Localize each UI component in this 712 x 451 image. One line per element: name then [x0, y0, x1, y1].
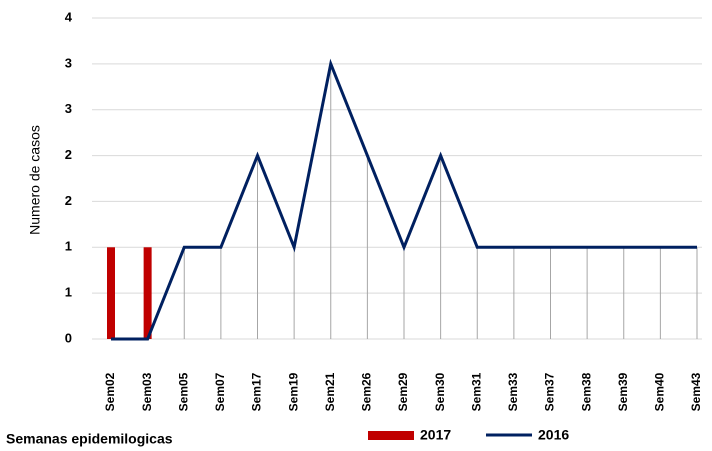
x-tick-label: Sem05	[176, 372, 190, 411]
line	[111, 58, 697, 341]
x-tick-label: Sem38	[579, 372, 593, 411]
y-tick-label: 1	[65, 239, 72, 254]
x-tick-label: Sem02	[103, 372, 117, 411]
x-tick-label: Sem07	[213, 372, 227, 411]
x-tick-label: Sem30	[433, 372, 447, 411]
legend-swatch	[368, 431, 414, 440]
y-tick-label: 4	[65, 9, 73, 24]
x-tick-label: Sem26	[360, 372, 374, 411]
x-tick-label: Sem31	[469, 372, 483, 411]
bar	[143, 247, 152, 339]
x-tick-label: Sem37	[543, 372, 557, 411]
y-tick-label: 2	[65, 193, 72, 208]
y-tick-label: 0	[65, 330, 72, 345]
bar	[107, 247, 115, 339]
y-tick-label: 1	[65, 285, 72, 300]
legend-label: 2016	[538, 427, 569, 443]
x-tick-label: Sem40	[653, 372, 667, 411]
x-axis-label: Semanas epidemilogicas	[6, 431, 173, 447]
x-tick-label: Sem21	[323, 372, 337, 411]
x-tick-label: Sem17	[250, 372, 264, 411]
y-tick-label: 2	[65, 147, 72, 162]
x-tick-label: Sem33	[506, 372, 520, 411]
x-tick-label: Sem29	[396, 372, 410, 411]
legend-label: 2017	[420, 427, 451, 443]
y-axis-label: Numero de casos	[27, 125, 43, 235]
y-tick-label: 3	[65, 55, 72, 70]
y-tick-label: 3	[65, 101, 72, 116]
x-tick-label: Sem19	[286, 372, 300, 411]
x-tick-label: Sem43	[689, 372, 703, 411]
x-tick-label: Sem03	[140, 372, 154, 411]
x-tick-label: Sem39	[616, 372, 630, 411]
